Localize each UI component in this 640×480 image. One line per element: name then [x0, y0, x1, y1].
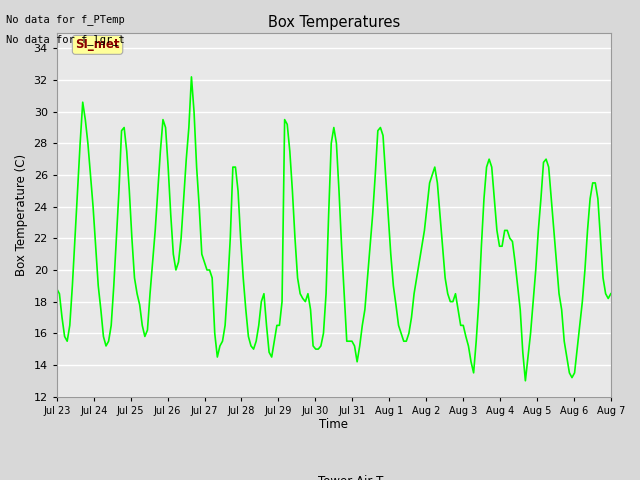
- Text: No data for f_PTemp: No data for f_PTemp: [6, 14, 125, 25]
- Text: SI_met: SI_met: [76, 38, 120, 51]
- Legend: Tower Air T: Tower Air T: [280, 470, 388, 480]
- Title: Box Temperatures: Box Temperatures: [268, 15, 400, 30]
- X-axis label: Time: Time: [319, 419, 348, 432]
- Text: No data for f_lgr_t: No data for f_lgr_t: [6, 34, 125, 45]
- Y-axis label: Box Temperature (C): Box Temperature (C): [15, 154, 28, 276]
